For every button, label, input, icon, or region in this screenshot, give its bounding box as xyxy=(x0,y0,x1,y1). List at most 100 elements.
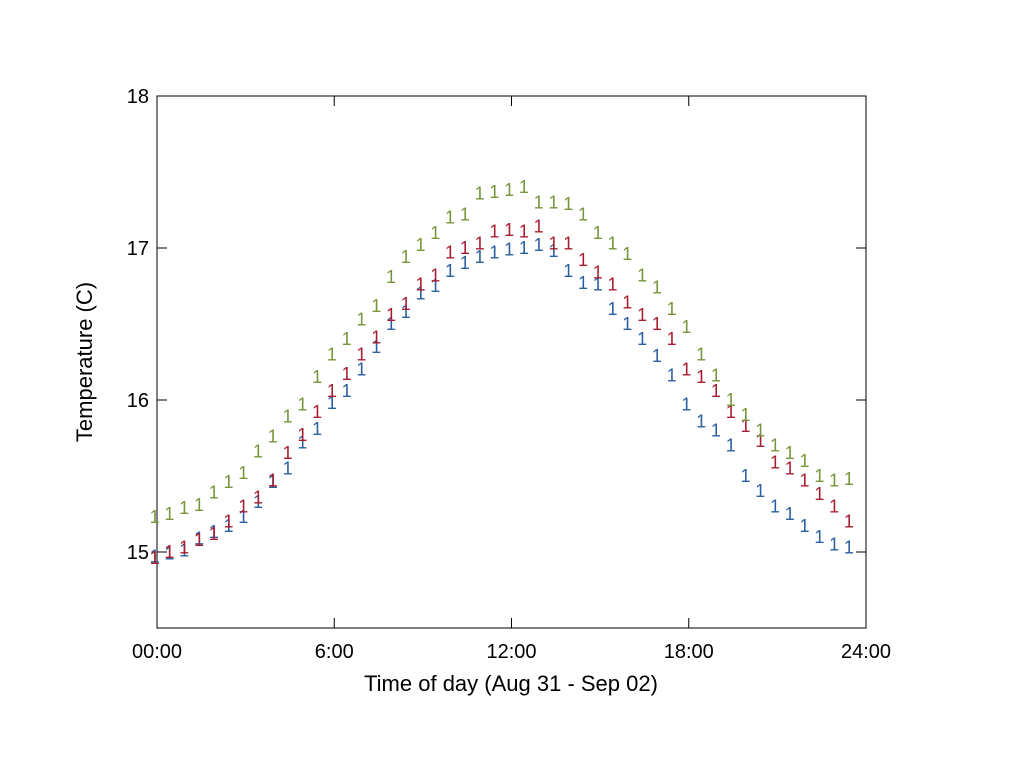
data-point: 1 xyxy=(667,329,677,349)
data-point: 1 xyxy=(534,192,544,212)
data-point: 1 xyxy=(430,223,440,243)
data-point: 1 xyxy=(563,261,573,281)
data-point: 1 xyxy=(593,274,603,294)
data-point: 1 xyxy=(534,217,544,237)
data-point: 1 xyxy=(386,305,396,325)
data-point: 1 xyxy=(770,436,780,456)
data-point: 1 xyxy=(283,443,293,463)
data-point: 1 xyxy=(637,329,647,349)
data-point: 1 xyxy=(386,267,396,287)
data-point: 1 xyxy=(593,262,603,282)
data-point: 1 xyxy=(253,487,263,507)
data-point: 1 xyxy=(829,496,839,516)
data-point: 1 xyxy=(814,484,824,504)
data-point: 1 xyxy=(578,205,588,225)
data-point: 1 xyxy=(327,393,337,413)
data-point: 1 xyxy=(238,507,248,527)
axis-ticks: 00:00 6:00 12:00 18:00 24:00 15 16 17 18 xyxy=(127,86,891,663)
data-point: 1 xyxy=(681,317,691,337)
data-point: 1 xyxy=(268,472,278,492)
data-point: 1 xyxy=(844,469,854,489)
data-point: 1 xyxy=(563,194,573,214)
data-point: 1 xyxy=(371,328,381,348)
data-point: 1 xyxy=(829,534,839,554)
data-point: 1 xyxy=(681,360,691,380)
data-point: 1 xyxy=(681,395,691,415)
data-point: 1 xyxy=(726,436,736,456)
data-point: 1 xyxy=(150,547,160,567)
data-point: 1 xyxy=(416,284,426,304)
data-point: 1 xyxy=(622,293,632,313)
data-point: 1 xyxy=(548,192,558,212)
data-point: 1 xyxy=(430,265,440,285)
data-point: 1 xyxy=(312,367,322,387)
data-point: 1 xyxy=(637,265,647,285)
y-tick-label: 17 xyxy=(127,238,149,260)
data-point: 1 xyxy=(445,261,455,281)
data-point: 1 xyxy=(179,537,189,557)
data-point: 1 xyxy=(342,381,352,401)
data-point: 1 xyxy=(740,466,750,486)
data-point: 1 xyxy=(770,452,780,472)
data-point: 1 xyxy=(401,247,411,267)
data-point: 1 xyxy=(179,498,189,518)
data-point: 1 xyxy=(800,451,810,471)
data-point: 1 xyxy=(460,205,470,225)
data-point: 1 xyxy=(401,302,411,322)
data-point: 1 xyxy=(548,241,558,261)
data-point: 1 xyxy=(548,233,558,253)
data-point: 1 xyxy=(223,472,233,492)
data-point: 1 xyxy=(489,243,499,263)
data-point: 1 xyxy=(356,344,366,364)
data-point: 1 xyxy=(563,233,573,253)
data-point: 1 xyxy=(519,177,529,197)
data-point: 1 xyxy=(223,512,233,532)
data-point: 1 xyxy=(460,253,470,273)
x-tick-label: 24:00 xyxy=(841,641,891,663)
data-point: 1 xyxy=(519,238,529,258)
data-point: 1 xyxy=(534,235,544,255)
data-point: 1 xyxy=(489,221,499,241)
data-point: 1 xyxy=(356,309,366,329)
data-point: 1 xyxy=(785,458,795,478)
data-point: 1 xyxy=(445,243,455,263)
data-point: 1 xyxy=(696,367,706,387)
data-point: 1 xyxy=(312,402,322,422)
data-point: 1 xyxy=(297,395,307,415)
data-point: 1 xyxy=(164,544,174,564)
data-point: 1 xyxy=(593,223,603,243)
x-tick-label: 6:00 xyxy=(315,641,354,663)
data-point: 1 xyxy=(342,364,352,384)
data-point: 1 xyxy=(460,238,470,258)
data-point: 1 xyxy=(785,504,795,524)
data-point: 1 xyxy=(740,405,750,425)
data-point: 1 xyxy=(814,466,824,486)
data-point: 1 xyxy=(268,471,278,491)
data-point: 1 xyxy=(711,420,721,440)
data-point: 1 xyxy=(327,344,337,364)
data-point: 1 xyxy=(622,244,632,264)
data-point: 1 xyxy=(696,411,706,431)
data-point: 1 xyxy=(209,483,219,503)
data-point: 1 xyxy=(578,273,588,293)
data-point: 1 xyxy=(814,527,824,547)
data-point: 1 xyxy=(504,220,514,240)
data-point: 1 xyxy=(726,402,736,422)
data-point: 1 xyxy=(755,431,765,451)
data-point: 1 xyxy=(312,419,322,439)
data-point: 1 xyxy=(711,366,721,386)
data-point: 1 xyxy=(401,294,411,314)
data-point: 1 xyxy=(504,240,514,260)
plot-frame xyxy=(156,95,867,629)
data-point: 1 xyxy=(297,433,307,453)
data-point: 1 xyxy=(238,463,248,483)
data-point: 1 xyxy=(386,314,396,334)
data-point: 1 xyxy=(489,182,499,202)
data-point: 1 xyxy=(223,516,233,536)
data-point: 1 xyxy=(740,416,750,436)
data-point: 1 xyxy=(800,471,810,491)
y-tick-label: 18 xyxy=(127,86,149,108)
